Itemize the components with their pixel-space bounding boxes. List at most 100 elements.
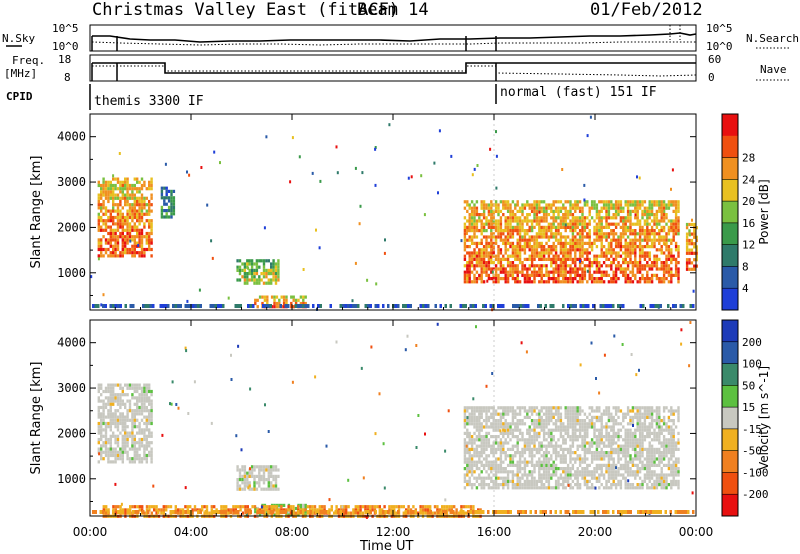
echo-cell	[574, 254, 577, 258]
echo-cell	[253, 481, 256, 485]
echo-cell	[538, 431, 541, 435]
echo-cell	[662, 219, 666, 223]
echo-cell	[463, 422, 467, 426]
echo-ground-band	[659, 304, 662, 308]
echo-cell	[133, 244, 136, 248]
echo-cell	[100, 244, 103, 248]
echo-cell	[540, 441, 543, 445]
echo-cell	[624, 216, 627, 220]
echo-cell	[138, 393, 141, 397]
echo-cell	[516, 232, 519, 236]
echo-cell	[248, 278, 251, 282]
echo-cell	[116, 196, 120, 200]
echo-cell	[470, 447, 474, 451]
echo-cell	[131, 425, 134, 429]
echo-cell	[131, 212, 134, 216]
echo-cell	[516, 467, 519, 471]
echo-cell	[578, 460, 582, 464]
echo-cell	[622, 235, 625, 239]
echo-cell	[578, 454, 582, 458]
echo-cell	[121, 447, 124, 451]
echo-cell	[466, 467, 469, 471]
echo-cell	[602, 203, 606, 207]
echo-cell	[506, 229, 510, 233]
echo-cell	[114, 418, 117, 422]
echo-cell	[638, 235, 642, 239]
echo-cell	[542, 232, 546, 236]
echo-cell	[610, 454, 613, 458]
echo-cell	[569, 473, 572, 477]
echo-cell	[677, 267, 680, 271]
echo-cell	[480, 422, 483, 426]
echo-cell	[665, 254, 668, 258]
echo-cell	[475, 257, 479, 261]
echo-cell	[533, 441, 536, 445]
echo-cell	[262, 275, 266, 279]
echo-cell	[272, 278, 275, 282]
echo-cell	[480, 229, 483, 233]
echo-cell	[277, 265, 280, 269]
echo-cell	[468, 206, 471, 210]
echo-cell	[624, 479, 627, 483]
echo-cell	[499, 251, 503, 255]
echo-cell	[172, 189, 176, 193]
echo-cell	[250, 487, 254, 491]
echo-cell	[136, 425, 139, 429]
echo-cell	[562, 206, 565, 210]
echo-cell	[670, 254, 673, 258]
echo-cell	[617, 431, 620, 435]
echo-cell	[514, 267, 517, 271]
echo-cell	[526, 257, 529, 261]
echo-cell	[646, 273, 649, 277]
echo-cell	[333, 511, 336, 515]
echo-cell	[631, 267, 635, 271]
echo-cell	[695, 235, 698, 239]
echo-cell	[641, 245, 644, 249]
echo-cell	[593, 454, 596, 458]
echo-cell	[667, 254, 671, 258]
echo-cell	[658, 235, 661, 239]
echo-cell	[667, 267, 671, 271]
echo-cell	[490, 425, 493, 429]
echo-cell	[514, 229, 517, 233]
echo-cell	[133, 203, 136, 207]
echo-cell	[482, 209, 486, 213]
echo-cell	[518, 254, 522, 258]
echo-cell	[433, 505, 437, 509]
echo-cell	[143, 206, 146, 210]
echo-speckle	[473, 167, 476, 171]
echo-cell	[482, 419, 486, 423]
echo-cell	[535, 486, 539, 490]
echo-cell	[545, 479, 548, 483]
echo-cell	[136, 447, 139, 451]
echo-cell	[126, 431, 129, 435]
echo-cell	[480, 225, 483, 229]
echo-cell	[509, 431, 512, 435]
echo-cell	[569, 409, 572, 413]
echo-cell	[100, 453, 103, 458]
echo-cell	[670, 241, 673, 245]
echo-speckle	[583, 183, 586, 187]
echo-cell	[473, 248, 476, 252]
echo-cell	[648, 229, 651, 233]
echo-cell	[494, 206, 498, 210]
echo-cell	[564, 273, 567, 277]
echo-speckle	[265, 135, 268, 139]
echo-cell	[109, 444, 112, 448]
echo-cell	[160, 511, 163, 515]
echo-cell	[292, 305, 295, 309]
echo-cell	[248, 481, 251, 485]
echo-cell	[526, 267, 529, 271]
echo-cell	[521, 235, 524, 239]
echo-cell	[109, 418, 112, 422]
echo-cell	[109, 434, 112, 438]
echo-cell	[511, 476, 515, 480]
echo-cell	[119, 212, 122, 216]
echo-cell	[595, 451, 599, 455]
echo-cell	[610, 238, 613, 242]
echo-cell	[490, 225, 493, 229]
echo-cell	[112, 206, 115, 210]
echo-cell	[148, 412, 151, 416]
echo-cell	[667, 257, 671, 261]
echo-cell	[547, 213, 551, 217]
